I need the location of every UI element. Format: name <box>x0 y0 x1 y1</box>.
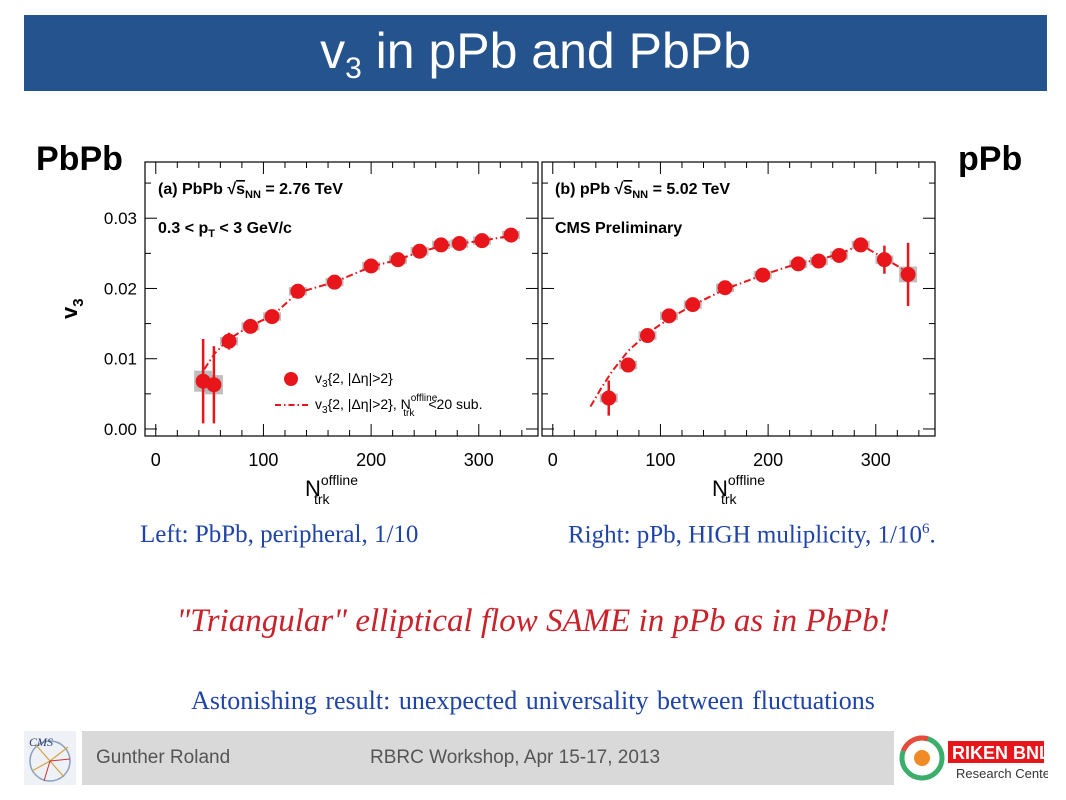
axis-ticks-right: 0 100 200 300 <box>542 162 935 470</box>
legend-marker-1 <box>284 372 298 386</box>
slide-title: v3 in pPb and PbPb <box>24 21 1047 99</box>
panel-label-left: (a) PbPb √sNN = 2.76 TeV <box>158 181 343 201</box>
data-point <box>900 266 916 282</box>
axis-ticks-left: 0 100 200 300 0.00 0.01 0.02 0.03 <box>104 162 538 470</box>
legend-entry-2: v3{2, |Δη|>2}, Noffline trk<20 sub. <box>315 393 482 419</box>
title-rest: in pPb and PbPb <box>361 23 751 79</box>
data-point <box>755 267 771 283</box>
fit-curves-right <box>589 243 909 408</box>
sqrt-sign: √ <box>615 181 624 198</box>
fit-curve <box>589 243 909 408</box>
data-point <box>290 283 306 299</box>
data-point <box>390 252 406 268</box>
data-point <box>451 235 467 251</box>
y-tick-label: 0.03 <box>104 209 137 228</box>
x-tick-label: 100 <box>248 450 278 470</box>
data-point <box>243 318 259 334</box>
data-point <box>790 256 806 272</box>
data-point <box>363 258 379 274</box>
footer-band <box>82 731 894 785</box>
data-point <box>327 274 343 290</box>
headline: "Triangular" elliptical flow SAME in pPb… <box>176 603 890 639</box>
side-label-right: pPb <box>958 140 1023 178</box>
data-point <box>620 357 636 373</box>
sqrt-sign: √ <box>227 181 236 198</box>
panel-sublabel-left: 0.3 < pT < 3 GeV/c <box>158 220 292 240</box>
data-point <box>811 253 827 269</box>
x-axis-label-left: Noffline trk <box>305 472 358 507</box>
footer: CMS Gunther Roland RBRC Workshop, Apr 15… <box>0 731 1066 785</box>
title-sub: 3 <box>345 52 362 85</box>
y-tick-label: 0.01 <box>104 350 137 369</box>
footer-author: Gunther Roland <box>96 747 231 768</box>
data-point <box>685 297 701 313</box>
data-point <box>661 308 677 324</box>
data-point <box>640 328 656 344</box>
cms-logo-text: CMS <box>29 735 53 749</box>
x-axis-label-right: Noffline trk <box>712 472 765 507</box>
data-point <box>264 309 280 325</box>
x-tick-label: 300 <box>861 450 891 470</box>
data-point <box>474 233 490 249</box>
caption-right: Right: pPb, HIGH muliplicity, 1/106. <box>568 521 936 549</box>
side-label-left: PbPb <box>36 140 123 178</box>
riken-bnl-logo: RIKEN BNL Research Center <box>899 735 1048 781</box>
x-tick-label: 100 <box>645 450 675 470</box>
x-tick-label: 0 <box>548 450 558 470</box>
title-bar: v3 in pPb and PbPb <box>24 15 1047 91</box>
footer-event: RBRC Workshop, Apr 15-17, 2013 <box>370 747 661 768</box>
x-tick-label: 200 <box>753 450 783 470</box>
riken-logo-subtext: Research Center <box>956 766 1048 781</box>
y-tick-label: 0.00 <box>104 420 137 439</box>
plot-frame-right <box>541 161 936 437</box>
data-point <box>433 237 449 253</box>
data-point <box>412 243 428 259</box>
data-point <box>601 390 617 406</box>
chart-figure: 0 100 200 300 0.00 0.01 0.02 0.03 (a) PbPb √sNN… <box>57 161 936 507</box>
caption-right-tail: . <box>929 521 936 549</box>
data-points-left <box>195 227 519 424</box>
caption-left: Left: PbPb, peripheral, 1/10 <box>140 521 419 548</box>
panel-left: 0 100 200 300 0.00 0.01 0.02 0.03 (a) PbPb √sNN… <box>57 161 539 507</box>
panel-label-right: (b) pPb √sNN = 5.02 TeV <box>555 181 730 201</box>
data-point <box>831 247 847 263</box>
title-main: v <box>320 23 346 79</box>
data-point <box>717 280 733 296</box>
data-points-right <box>601 237 916 416</box>
caption-right-main: Right: pPb, HIGH muliplicity, 1/10 <box>568 521 922 549</box>
y-axis-label: v3 <box>57 298 87 319</box>
y-tick-label: 0.02 <box>104 279 137 298</box>
panel-right: 0 100 200 300 (b) pPb √sNN = 5.02 TeV CMS P… <box>541 161 936 507</box>
cms-logo: CMS <box>24 731 76 785</box>
riken-logo-text: RIKEN BNL <box>952 743 1048 763</box>
x-tick-label: 0 <box>151 450 161 470</box>
x-tick-label: 200 <box>356 450 386 470</box>
x-tick-label: 300 <box>464 450 494 470</box>
data-point <box>503 227 519 243</box>
data-point <box>853 237 869 253</box>
data-point <box>876 252 892 268</box>
subline: Astonishing result: unexpected universal… <box>191 686 875 715</box>
data-point <box>206 377 222 393</box>
panel-sublabel-right: CMS Preliminary <box>555 220 682 237</box>
data-point <box>221 333 237 349</box>
legend-entry-1: v3{2, |Δη|>2} <box>315 370 393 390</box>
caption-right-sup: 6 <box>921 521 930 537</box>
